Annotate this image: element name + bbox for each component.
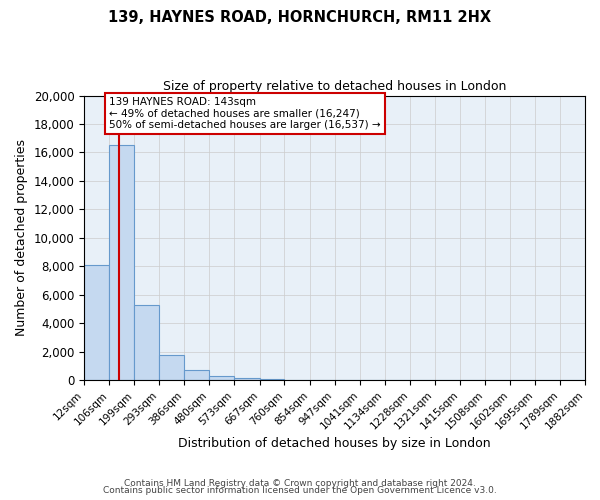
Title: Size of property relative to detached houses in London: Size of property relative to detached ho… — [163, 80, 506, 93]
Bar — [235, 378, 260, 380]
Text: 139, HAYNES ROAD, HORNCHURCH, RM11 2HX: 139, HAYNES ROAD, HORNCHURCH, RM11 2HX — [109, 10, 491, 25]
Bar — [134, 305, 160, 380]
Text: Contains public sector information licensed under the Open Government Licence v3: Contains public sector information licen… — [103, 486, 497, 495]
Bar — [109, 146, 134, 380]
Bar — [84, 265, 109, 380]
Bar — [160, 354, 184, 380]
Y-axis label: Number of detached properties: Number of detached properties — [15, 140, 28, 336]
Bar — [184, 370, 209, 380]
X-axis label: Distribution of detached houses by size in London: Distribution of detached houses by size … — [178, 437, 491, 450]
Bar — [209, 376, 235, 380]
Text: Contains HM Land Registry data © Crown copyright and database right 2024.: Contains HM Land Registry data © Crown c… — [124, 478, 476, 488]
Text: 139 HAYNES ROAD: 143sqm
← 49% of detached houses are smaller (16,247)
50% of sem: 139 HAYNES ROAD: 143sqm ← 49% of detache… — [109, 97, 381, 130]
Bar — [260, 379, 284, 380]
